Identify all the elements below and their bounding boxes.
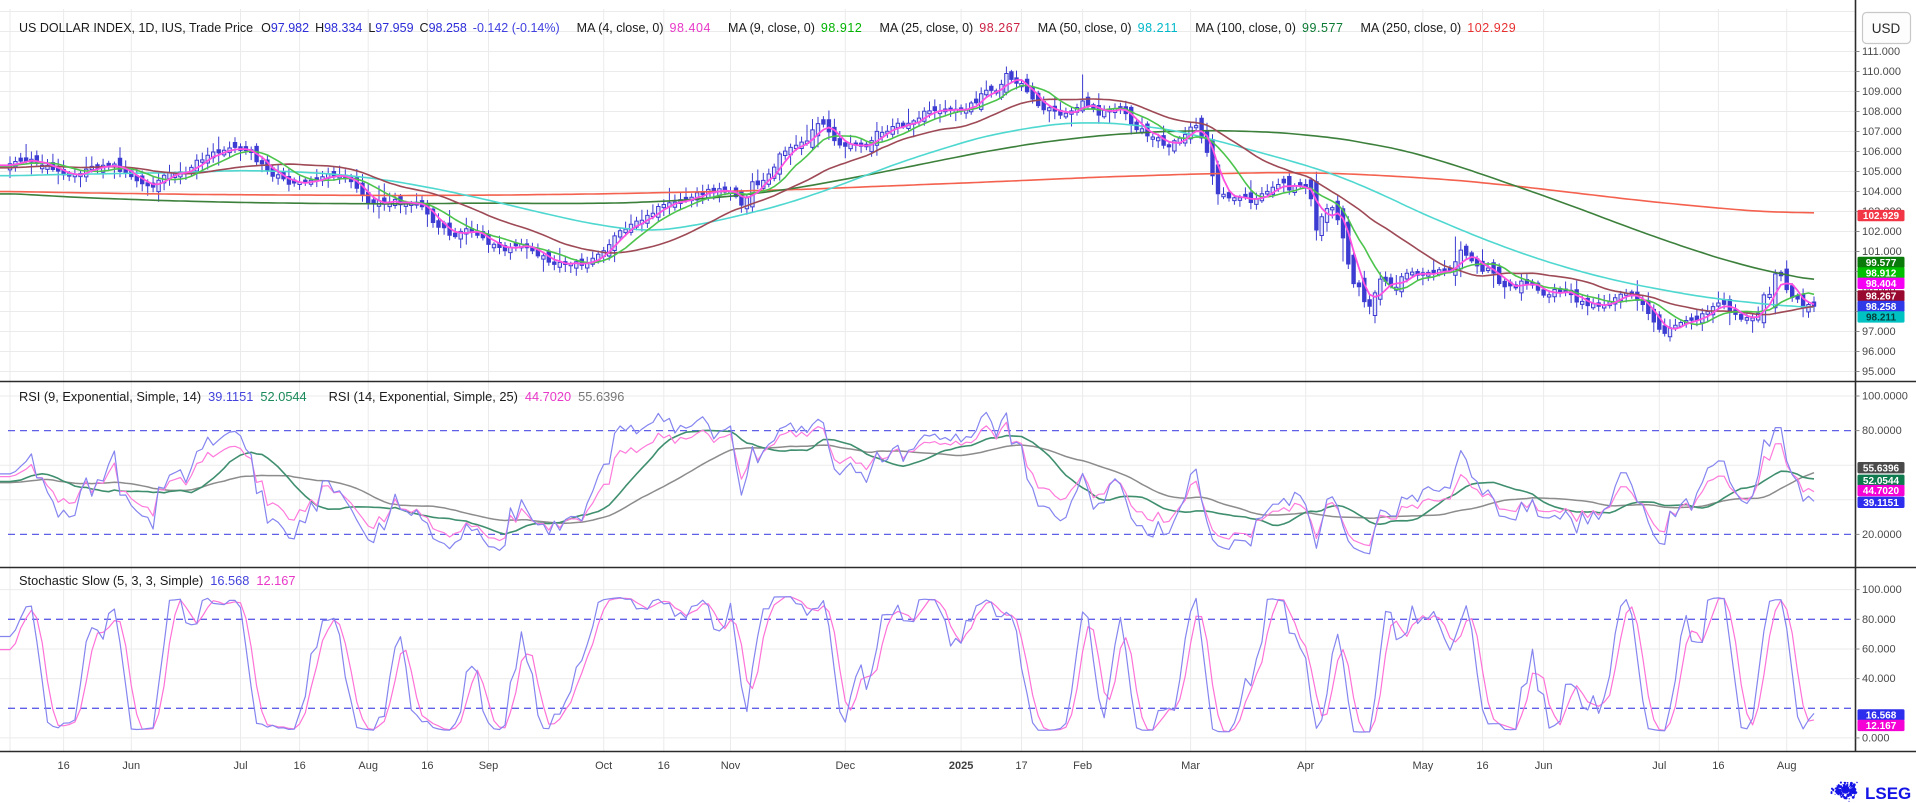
svg-text:2025: 2025 — [949, 760, 973, 772]
svg-text:May: May — [1413, 760, 1434, 772]
svg-text:Dec: Dec — [836, 760, 856, 772]
svg-text:40.000: 40.000 — [1862, 673, 1896, 685]
svg-text:104.000: 104.000 — [1862, 186, 1902, 198]
svg-text:16: 16 — [1476, 760, 1488, 772]
svg-text:16: 16 — [57, 760, 69, 772]
svg-text:98.258: 98.258 — [1866, 302, 1897, 313]
svg-text:0.000: 0.000 — [1862, 732, 1890, 744]
svg-text:Jun: Jun — [122, 760, 140, 772]
svg-text:101.000: 101.000 — [1862, 246, 1902, 258]
svg-text:102.000: 102.000 — [1862, 226, 1902, 238]
svg-text:106.000: 106.000 — [1862, 146, 1902, 158]
svg-text:Jul: Jul — [233, 760, 247, 772]
svg-text:98.267: 98.267 — [1866, 292, 1897, 303]
svg-text:99.577: 99.577 — [1866, 258, 1897, 269]
svg-text:USD: USD — [1872, 21, 1901, 36]
svg-text:100.000: 100.000 — [1862, 584, 1902, 596]
svg-text:55.6396: 55.6396 — [1863, 463, 1900, 474]
svg-text:98.404: 98.404 — [1866, 279, 1897, 290]
svg-text:16: 16 — [1712, 760, 1724, 772]
svg-text:44.7020: 44.7020 — [1863, 486, 1900, 497]
svg-text:Jul: Jul — [1652, 760, 1666, 772]
svg-text:16: 16 — [421, 760, 433, 772]
svg-text:60.000: 60.000 — [1862, 644, 1896, 656]
svg-text:98.211: 98.211 — [1866, 313, 1896, 324]
svg-text:80.0000: 80.0000 — [1862, 425, 1902, 437]
svg-text:108.000: 108.000 — [1862, 106, 1902, 118]
svg-text:95.000: 95.000 — [1862, 366, 1896, 378]
svg-text:109.000: 109.000 — [1862, 86, 1902, 98]
svg-text:16.568: 16.568 — [1866, 711, 1897, 722]
svg-text:Sep: Sep — [479, 760, 499, 772]
svg-text:100.0000: 100.0000 — [1862, 391, 1908, 403]
svg-text:LSEG: LSEG — [1865, 784, 1911, 803]
svg-text:96.000: 96.000 — [1862, 346, 1896, 358]
svg-text:Aug: Aug — [1777, 760, 1797, 772]
svg-text:Oct: Oct — [595, 760, 612, 772]
svg-text:16: 16 — [658, 760, 670, 772]
svg-text:Aug: Aug — [358, 760, 378, 772]
svg-text:97.000: 97.000 — [1862, 326, 1896, 338]
svg-text:Mar: Mar — [1181, 760, 1200, 772]
svg-text:111.000: 111.000 — [1862, 46, 1900, 58]
svg-text:Jun: Jun — [1535, 760, 1553, 772]
svg-text:Apr: Apr — [1297, 760, 1314, 772]
svg-text:110.000: 110.000 — [1862, 66, 1901, 78]
svg-text:107.000: 107.000 — [1862, 126, 1902, 138]
svg-text:98.912: 98.912 — [1866, 269, 1897, 280]
svg-text:12.167: 12.167 — [1866, 721, 1897, 732]
svg-text:80.000: 80.000 — [1862, 614, 1896, 626]
svg-text:102.929: 102.929 — [1863, 211, 1900, 222]
svg-text:52.0544: 52.0544 — [1863, 476, 1900, 487]
svg-text:17: 17 — [1015, 760, 1027, 772]
svg-text:Nov: Nov — [721, 760, 741, 772]
svg-text:105.000: 105.000 — [1862, 166, 1902, 178]
svg-text:Feb: Feb — [1073, 760, 1092, 772]
svg-text:39.1151: 39.1151 — [1863, 498, 1899, 509]
svg-text:16: 16 — [293, 760, 305, 772]
svg-text:20.0000: 20.0000 — [1862, 529, 1902, 541]
svg-text:Stochastic Slow (5, 3, 3, Simp: Stochastic Slow (5, 3, 3, Simple) 16.568 1… — [19, 573, 296, 588]
svg-text:US DOLLAR INDEX, 1D, IUS, Trad: US DOLLAR INDEX, 1D, IUS, Trade Price O97… — [19, 21, 1516, 35]
